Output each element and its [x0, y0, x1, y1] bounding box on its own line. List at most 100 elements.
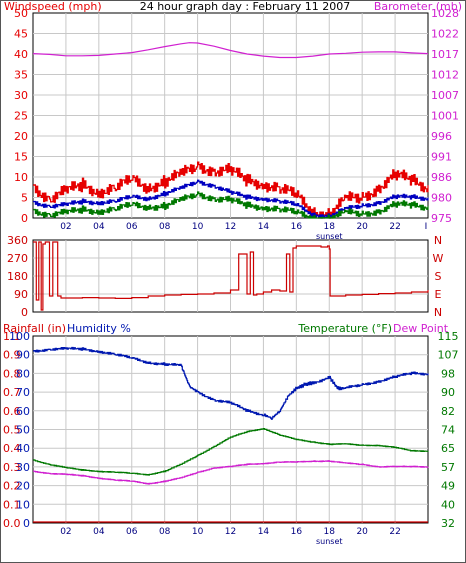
wind-tick-label: 40 — [14, 48, 28, 61]
temperature-tick-label: 65 — [441, 442, 455, 455]
humidity-tick-label: 40 — [16, 442, 30, 455]
time-tick-label: 06 — [126, 222, 138, 232]
time-tick-label: 20 — [356, 222, 368, 232]
direction-degree-label: 180 — [7, 270, 28, 283]
rain-tick-label: 0.0 — [3, 517, 21, 530]
temperature-tick-label: 107 — [438, 349, 459, 362]
temperature-tick-label: 57 — [441, 461, 455, 474]
rain-tick-label: 1.1 — [3, 330, 21, 343]
time-tick-label: 08 — [159, 222, 171, 232]
compass-label: N — [434, 234, 442, 247]
wind-tick-label: 0 — [21, 212, 28, 225]
wind-tick-label: 15 — [14, 151, 28, 164]
baro-tick-label: 975 — [431, 212, 452, 225]
temperature-tick-label: 49 — [441, 480, 455, 493]
temperature-line — [33, 428, 429, 476]
direction-degree-label: 270 — [7, 252, 28, 265]
time-tick-label: 12 — [225, 527, 236, 537]
temperature-tick-label: 32 — [441, 517, 455, 530]
sunset-annotation-bottom: sunset — [316, 537, 343, 546]
wind-tick-label: 25 — [14, 110, 28, 123]
rain-tick-label: 0.3 — [3, 461, 21, 474]
time-tick-label: 14 — [258, 222, 270, 232]
wind-gust-line — [33, 161, 429, 219]
sunset-annotation: sunset — [316, 232, 343, 241]
rain-tick-label: 0.9 — [3, 349, 21, 362]
baro-tick-label: 1012 — [431, 69, 459, 82]
baro-tick-label: 1007 — [431, 89, 459, 102]
baro-tick-label: 996 — [431, 130, 452, 143]
humidity-tick-label: 20 — [16, 480, 30, 493]
barometer-line — [32, 42, 429, 59]
direction-degree-label: 90 — [14, 288, 28, 301]
baro-tick-label: 1022 — [431, 28, 459, 41]
humidity-tick-label: 70 — [16, 386, 30, 399]
wind-tick-label: 5 — [21, 192, 28, 205]
time-tick-label: 20 — [356, 527, 368, 537]
time-tick-label: 16 — [291, 527, 303, 537]
wind-average-line — [33, 179, 429, 219]
baro-tick-label: 1028 — [431, 7, 459, 20]
baro-tick-label: 991 — [431, 151, 452, 164]
temperature-tick-label: 40 — [441, 498, 455, 511]
wind-low-line — [33, 191, 429, 219]
windspeed-axis-label: Windspeed (mph) — [4, 0, 102, 13]
wind-tick-label: 30 — [14, 89, 28, 102]
time-tick-label: 22 — [389, 527, 400, 537]
time-tick-label: 18 — [324, 222, 336, 232]
compass-label: N — [434, 306, 442, 319]
humidity-tick-label: 100 — [9, 330, 30, 343]
time-tick-label: 04 — [93, 222, 105, 232]
wind-tick-label: 20 — [14, 130, 28, 143]
rainfall-axis-label: Rainfall (in) — [3, 322, 66, 335]
humidity-tick-label: 60 — [16, 405, 30, 418]
direction-degree-label: 0 — [21, 306, 28, 319]
time-tick-label: 08 — [159, 527, 171, 537]
baro-tick-label: 986 — [431, 171, 452, 184]
time-end-tick: I — [425, 222, 428, 232]
time-tick-label: 10 — [192, 527, 204, 537]
time-tick-label: 02 — [60, 527, 71, 537]
rain-tick-label: 0.5 — [3, 424, 21, 437]
series-lines — [32, 42, 429, 523]
compass-label: E — [435, 288, 442, 301]
humidity-tick-label: 90 — [16, 349, 30, 362]
axis-labels: 0510152025303540455097598098699199610011… — [3, 7, 459, 537]
rain-tick-label: 0.8 — [3, 367, 21, 380]
rain-tick-label: 0.6 — [3, 405, 21, 418]
direction-degree-label: 360 — [7, 234, 28, 247]
wind-direction-line — [33, 241, 429, 311]
baro-tick-label: 980 — [431, 192, 452, 205]
rain-tick-label: 0.7 — [3, 386, 21, 399]
chart-title: 24 hour graph day : February 11 2007 — [140, 0, 351, 13]
rain-tick-label: 0.1 — [3, 498, 21, 511]
temperature-tick-label: 82 — [441, 405, 455, 418]
temperature-tick-label: 74 — [441, 424, 455, 437]
dewpoint-line — [33, 460, 429, 485]
humidity-tick-label: 10 — [16, 498, 30, 511]
humidity-line — [33, 346, 429, 420]
humidity-tick-label: 50 — [16, 424, 30, 437]
baro-tick-label: 1001 — [431, 110, 459, 123]
temperature-axis-label: Temperature (°F) — [297, 322, 392, 335]
humidity-tick-label: 30 — [16, 461, 30, 474]
time-tick-label: 04 — [93, 527, 105, 537]
time-tick-label: 16 — [291, 222, 303, 232]
humidity-tick-label: 0 — [23, 517, 30, 530]
wind-tick-label: 35 — [14, 69, 28, 82]
compass-label: W — [433, 252, 444, 265]
dewpoint-axis-label: Dew Point — [393, 322, 449, 335]
baro-tick-label: 1017 — [431, 48, 459, 61]
time-tick-label: 18 — [324, 527, 336, 537]
rain-tick-label: 0.2 — [3, 480, 21, 493]
rain-tick-label: 0.4 — [3, 442, 21, 455]
time-tick-label: 22 — [389, 222, 400, 232]
wind-tick-label: 10 — [14, 171, 28, 184]
temperature-tick-label: 98 — [441, 367, 455, 380]
humidity-tick-label: 80 — [16, 367, 30, 380]
time-tick-label: 12 — [225, 222, 236, 232]
compass-label: S — [435, 270, 442, 283]
wind-tick-label: 45 — [14, 28, 28, 41]
humidity-axis-label: Humidity % — [67, 322, 131, 335]
